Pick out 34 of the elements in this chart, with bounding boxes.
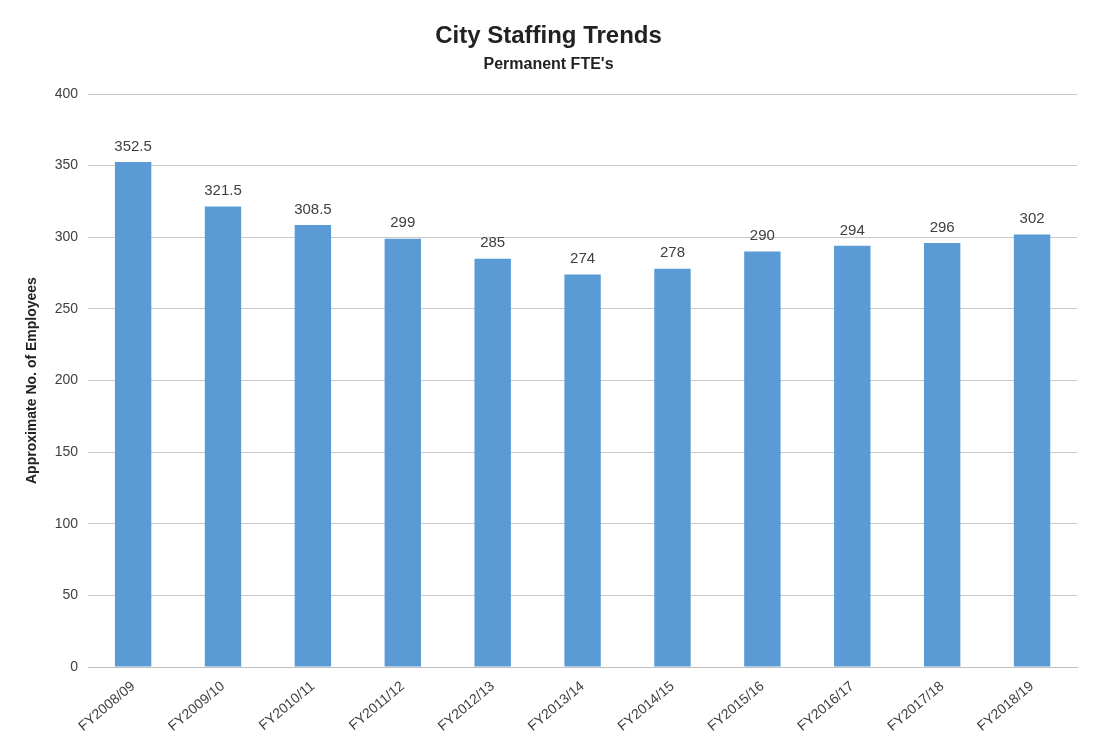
data-label: 308.5 — [294, 199, 332, 217]
y-tick-label: 50 — [62, 586, 79, 603]
bar — [834, 245, 871, 667]
bar — [923, 243, 961, 667]
bar — [564, 274, 601, 667]
bar — [294, 225, 332, 667]
y-tick-label: 100 — [54, 514, 79, 531]
chart-subtitle: Permanent FTE's — [483, 54, 614, 72]
bar — [384, 238, 421, 667]
data-label: 296 — [929, 217, 955, 235]
y-tick-label: 200 — [54, 371, 79, 388]
y-tick-label: 150 — [54, 443, 79, 460]
bar — [1013, 234, 1051, 667]
data-label: 352.5 — [114, 136, 152, 154]
y-tick-label: 400 — [54, 84, 79, 101]
data-label: 321.5 — [204, 181, 242, 199]
data-label: 274 — [570, 249, 596, 267]
chart-title: City Staffing Trends — [435, 21, 662, 49]
data-label: 290 — [749, 226, 775, 244]
bar — [204, 206, 242, 667]
bar — [744, 251, 781, 667]
data-label: 299 — [390, 213, 416, 231]
y-tick-label: 0 — [70, 657, 79, 674]
y-tick-label: 300 — [54, 228, 79, 245]
data-label: 294 — [839, 220, 865, 238]
data-label: 278 — [659, 243, 685, 261]
data-label: 302 — [1019, 209, 1045, 227]
data-label: 285 — [480, 233, 506, 251]
y-axis-title: Approximate No. of Employees — [23, 276, 40, 485]
y-tick-label: 250 — [54, 299, 79, 316]
bar — [114, 162, 152, 667]
bar — [474, 258, 511, 667]
bar — [654, 268, 691, 667]
y-tick-label: 350 — [54, 156, 79, 173]
